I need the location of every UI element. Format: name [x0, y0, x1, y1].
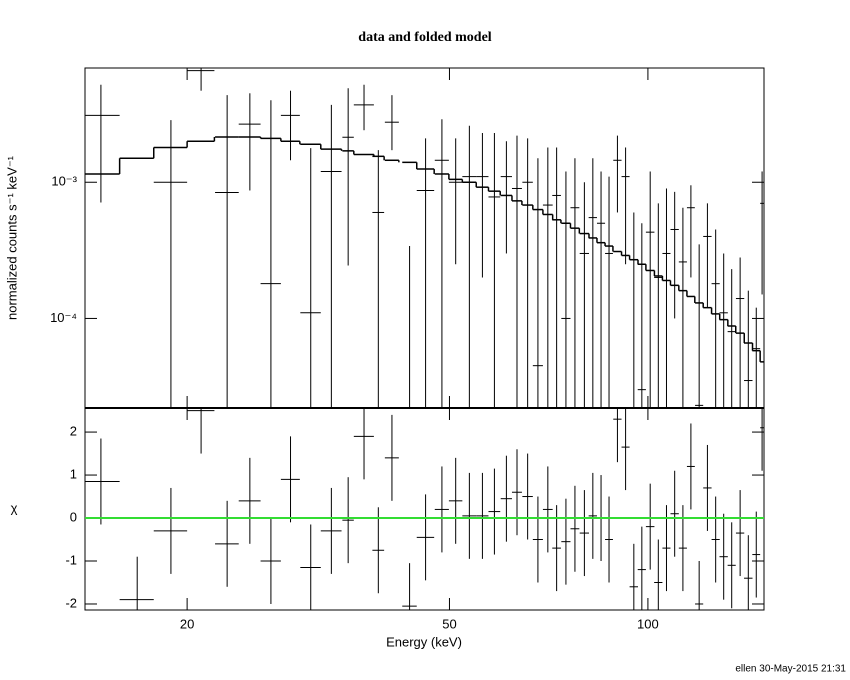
x-tick-label: 100 — [637, 616, 659, 631]
x-axis-label: Energy (keV) — [386, 634, 462, 649]
y-tick-label: 1 — [70, 466, 77, 481]
panel-frame — [84, 67, 765, 409]
y-tick-label: 0 — [70, 509, 77, 524]
y-tick-label: -1 — [65, 552, 77, 567]
plot-area — [85, 408, 764, 610]
y-tick-label: -2 — [65, 595, 77, 610]
x-tick-label: 50 — [442, 616, 456, 631]
footer: ellen 30-May-2015 21:31 — [735, 664, 846, 675]
y-axis-label: χ — [11, 500, 18, 515]
y-tick-label: 2 — [70, 424, 77, 439]
chart-title: data and folded model — [358, 30, 492, 45]
panel-frame — [84, 407, 765, 611]
x-tick-label: 20 — [180, 616, 194, 631]
plot-area — [85, 68, 764, 408]
y-tick-label: 10⁻⁴ — [50, 310, 77, 325]
y-tick-label: 10⁻³ — [51, 174, 77, 189]
y-axis-label: normalized counts s⁻¹ keV⁻¹ — [4, 155, 19, 320]
